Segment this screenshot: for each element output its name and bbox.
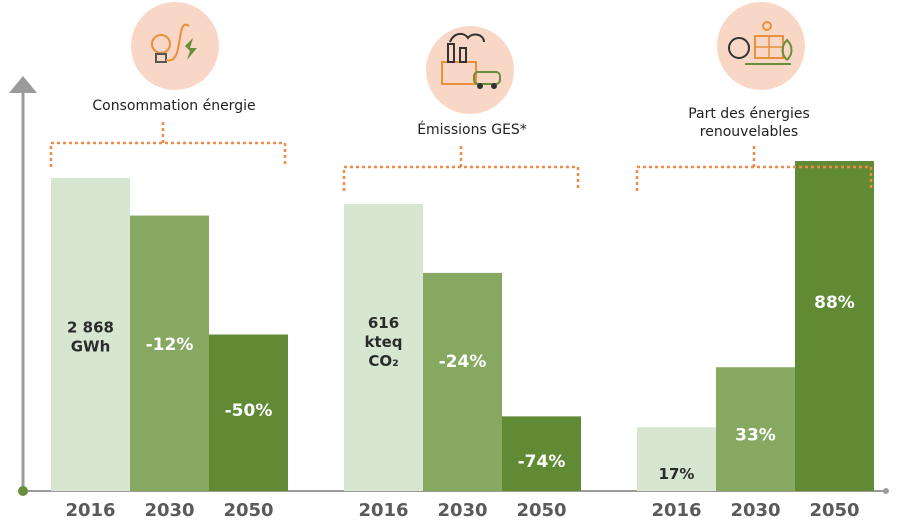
bar-value-label: -74%: [518, 452, 566, 472]
bar-2016: [51, 178, 130, 491]
smoke: [449, 32, 485, 43]
car-body: [473, 71, 501, 85]
bar-value-label: -50%: [225, 401, 273, 421]
group-title: Part des énergies: [688, 106, 810, 122]
bar-value-label: GWh: [71, 338, 111, 356]
tick-label-2030: 2030: [144, 500, 194, 521]
bar-2030: [130, 215, 209, 491]
tick-label-2030: 2030: [730, 500, 780, 521]
group-bracket: [635, 145, 873, 191]
tick-label-2050: 2050: [809, 500, 859, 521]
icon-circle: [426, 26, 514, 114]
tick-label-2030: 2030: [437, 500, 487, 521]
x-axis-origin-dot: [18, 486, 28, 496]
y-axis-arrow: [9, 76, 37, 93]
chimney: [459, 47, 467, 63]
cable: [165, 23, 190, 62]
tick-label-2016: 2016: [65, 500, 115, 521]
bar-value-label: 33%: [735, 425, 776, 445]
group-title: renouvelables: [700, 124, 798, 140]
x-axis-end-dot: [883, 488, 889, 494]
factory-car-icon: [426, 26, 514, 114]
bar-group-3: 17% 2016 33% 2030 88% 2050 Part des énergies re…: [635, 2, 874, 521]
bar-value-label: -12%: [146, 335, 194, 355]
lightbulb-energy-icon: [131, 2, 219, 90]
fan-blades: [728, 37, 750, 59]
group-title: Consommation énergie: [92, 98, 255, 114]
chimney: [447, 43, 455, 63]
icon-circle: [717, 2, 805, 90]
bulb-base: [155, 53, 167, 63]
bar-2016: [344, 204, 423, 491]
leaf-shape: [781, 38, 793, 61]
bar-2030: [716, 367, 795, 491]
tick-label-2016: 2016: [651, 500, 701, 521]
bar-value-label: 88%: [814, 293, 855, 313]
bar-value-label: 616: [368, 314, 399, 332]
bar-value-label: 2 868: [67, 319, 114, 337]
bar-value-label: 17%: [659, 465, 695, 483]
bar-2050: [502, 416, 581, 491]
group-bracket: [342, 145, 580, 191]
bar-2016: [637, 427, 716, 491]
tick-label-2050: 2050: [516, 500, 566, 521]
icon-circle: [131, 2, 219, 90]
sun-icon: [762, 21, 772, 31]
bar-value-label: CO₂: [368, 352, 398, 370]
bolt-shape: [185, 38, 197, 60]
bar-2050: [209, 334, 288, 491]
group-title: Émissions GES*: [417, 121, 527, 138]
bar-value-label: -24%: [439, 352, 487, 372]
group-bracket: [49, 121, 287, 167]
car-wheel: [491, 83, 497, 89]
renewables-icon: [717, 2, 805, 90]
bar-2050: [795, 161, 874, 491]
bar-2030: [423, 272, 502, 491]
car-wheel: [477, 83, 483, 89]
tick-label-2016: 2016: [358, 500, 408, 521]
tick-label-2050: 2050: [223, 500, 273, 521]
bar-value-label: kteq: [364, 333, 402, 351]
